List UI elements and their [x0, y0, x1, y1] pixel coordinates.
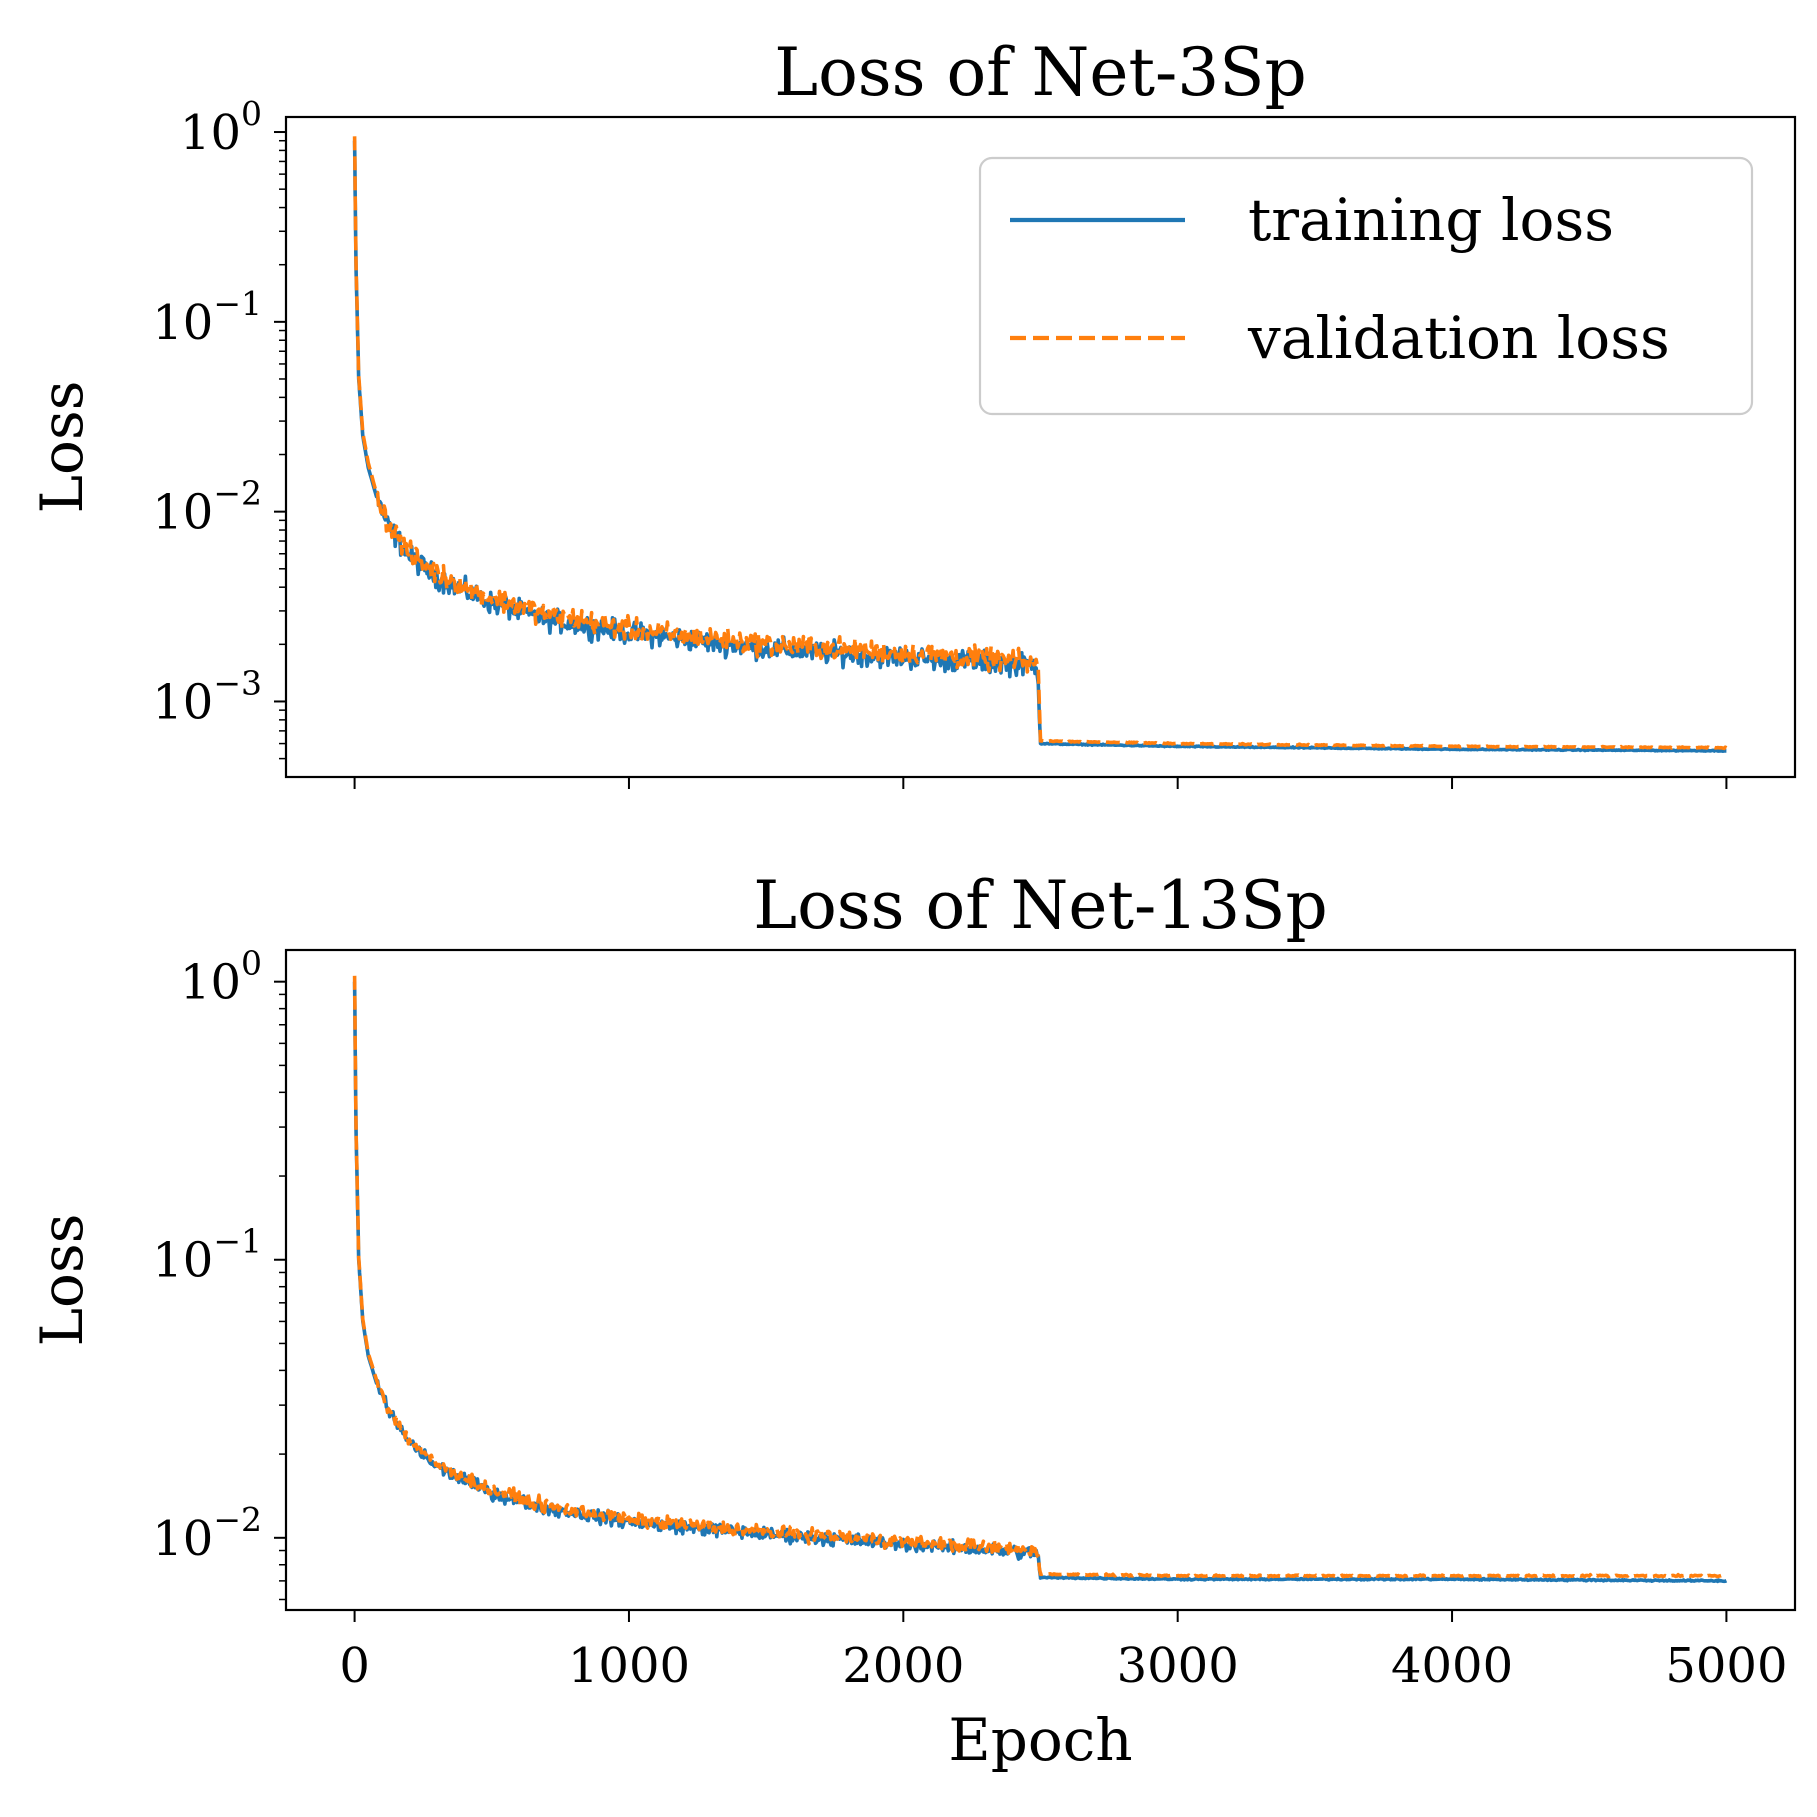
y-axis-label: Loss — [28, 1214, 96, 1347]
x-tick-label: 0 — [339, 1638, 370, 1694]
y-axis-label: Loss — [28, 381, 96, 514]
subplot-2: 0 1000 2000 3000 4000 5000 100 10−1 10−2 Loss of … — [28, 867, 1797, 1774]
x-tick-label: 4000 — [1391, 1638, 1513, 1694]
x-tick-label: 2000 — [842, 1638, 964, 1694]
subplot-title: Loss of Net-13Sp — [753, 867, 1328, 944]
x-axis-label: Epoch — [948, 1706, 1132, 1774]
series-group — [352, 136, 1728, 753]
y-tick-label: 10−1 — [152, 284, 262, 351]
x-tick-label: 5000 — [1665, 1638, 1787, 1694]
y-tick-label: 10−2 — [152, 1500, 262, 1567]
y-tick-label: 10−1 — [152, 1222, 262, 1289]
plot-frame — [284, 115, 1797, 779]
legend-label-training-loss: training loss — [1248, 186, 1614, 254]
x-tick-label: 1000 — [568, 1638, 690, 1694]
series-line-validation-loss — [352, 975, 1728, 1579]
subplot-title: Loss of Net-3Sp — [774, 34, 1307, 111]
x-tick-label: 3000 — [1117, 1638, 1239, 1694]
subplots: 100 10−1 10−2 10−3 Loss of Net-3Sp Loss traini… — [28, 34, 1797, 1774]
y-tick-label: 10−3 — [152, 663, 262, 730]
y-tick-label: 100 — [180, 944, 262, 1011]
legend: training loss validation loss — [978, 156, 1754, 416]
y-tick-label: 10−2 — [152, 474, 262, 541]
subplot-1: 100 10−1 10−2 10−3 Loss of Net-3Sp Loss traini… — [28, 34, 1797, 789]
y-tick-label: 100 — [180, 94, 262, 161]
series-line-validation-loss — [352, 136, 1728, 751]
plot-frame — [284, 948, 1797, 1612]
legend-label-validation-loss: validation loss — [1247, 304, 1670, 372]
series-group — [352, 975, 1728, 1584]
